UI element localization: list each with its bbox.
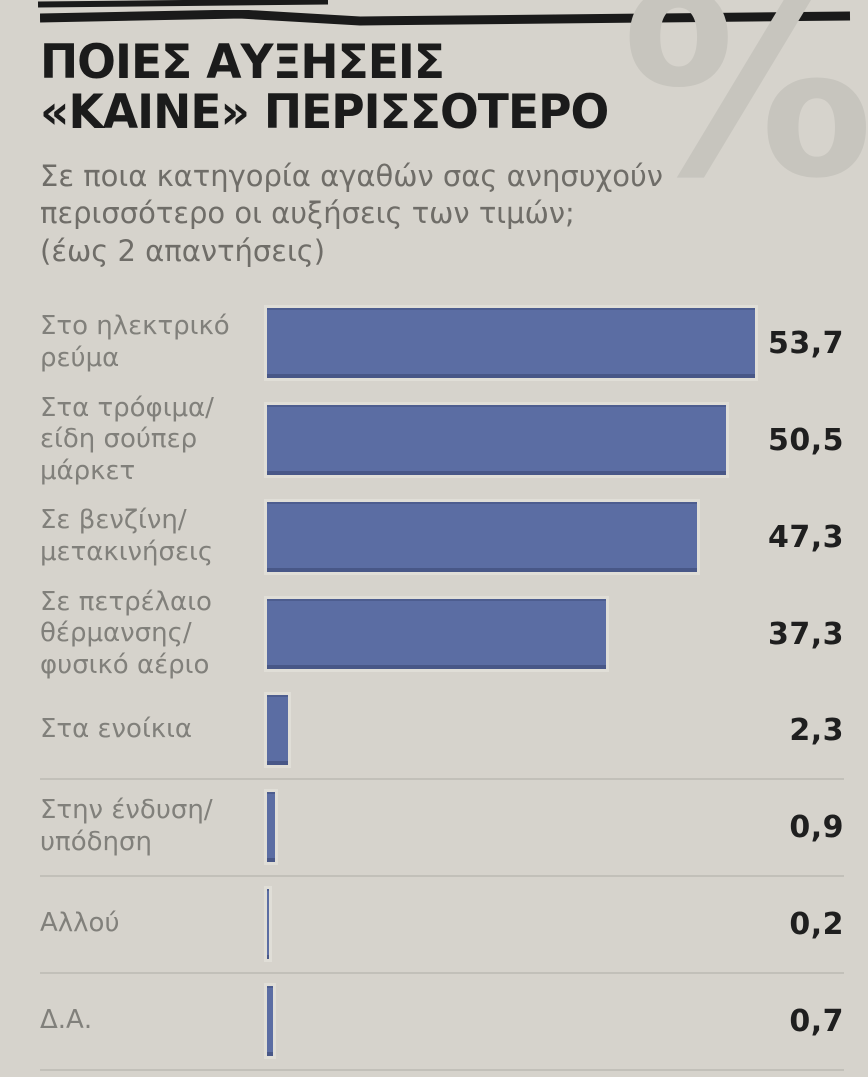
row-label: Αλλού: [40, 908, 120, 939]
row-label: Στα ενοίκια: [40, 714, 193, 745]
bar-zone: [263, 789, 767, 866]
bar-zone: [263, 983, 767, 1060]
value-label: 53,7: [767, 325, 844, 361]
row-label: Σε βενζίνη/ μετακινήσεις: [40, 505, 214, 568]
bar-zone: [263, 596, 767, 673]
chart-row: Στο ηλεκτρικό ρεύμα 53,7: [40, 295, 844, 392]
bar: [264, 692, 291, 769]
row-label: Δ.Α.: [40, 1005, 93, 1036]
page-title-line1: ΠΟΙΕΣ ΑΥΞΗΣΕΙΣ: [40, 35, 445, 90]
chart-row: Σε πετρέλαιο θέρμανσης/ φυσικό αέριο 37,…: [40, 586, 844, 683]
value-label: 47,3: [767, 519, 844, 555]
bar-zone: [263, 402, 767, 479]
bar: [263, 596, 610, 673]
page-title: ΠΟΙΕΣ ΑΥΞΗΣΕΙΣ «ΚΑΙΝΕ» ΠΕΡΙΣΣΟΤΕΡΟ: [40, 38, 820, 138]
value-label: 50,5: [767, 422, 844, 458]
chart-row: Αλλού 0,2: [40, 877, 844, 974]
value-label: 0,9: [789, 809, 844, 845]
value-label: 0,2: [789, 906, 844, 942]
value-label: 0,7: [789, 1003, 844, 1039]
chart-row: Στην ένδυση/ υπόδηση 0,9: [40, 780, 844, 877]
bar-chart: Στο ηλεκτρικό ρεύμα 53,7 Στα τρόφιμα/ εί…: [40, 295, 844, 1071]
row-label: Σε πετρέλαιο θέρμανσης/ φυσικό αέριο: [40, 586, 212, 681]
bar: [263, 983, 277, 1060]
bar-zone: [263, 305, 767, 382]
bar-zone: [264, 886, 767, 963]
bar: [263, 305, 759, 382]
value-label: 2,3: [789, 712, 844, 748]
top-edge-rule: [37, 0, 329, 8]
chart-row: Στα τρόφιμα/ είδη σούπερ μάρκετ 50,5: [40, 392, 844, 489]
value-label: 37,3: [767, 616, 844, 652]
bar: [263, 402, 730, 479]
row-label: Στα τρόφιμα/ είδη σούπερ μάρκετ: [40, 392, 214, 487]
chart-row: Στα ενοίκια 2,3: [40, 683, 844, 780]
row-label: Στην ένδυση/ υπόδηση: [40, 795, 213, 858]
page-title-line2: «ΚΑΙΝΕ» ΠΕΡΙΣΣΟΤΕΡΟ: [40, 84, 609, 140]
percent-watermark-icon: %: [621, 0, 868, 234]
chart-subtitle-note: (έως 2 απαντήσεις): [40, 234, 326, 268]
bar-zone: [264, 692, 767, 769]
bar: [264, 886, 272, 963]
bar-zone: [264, 499, 767, 576]
row-label: Στο ηλεκτρικό ρεύμα: [40, 311, 230, 374]
chart-subtitle: Σε ποια κατηγορία αγαθών σας ανησυχούν π…: [40, 158, 663, 231]
chart-row: Σε βενζίνη/ μετακινήσεις 47,3: [40, 489, 844, 586]
bar: [263, 789, 279, 866]
bar: [264, 499, 700, 576]
chart-row: Δ.Α. 0,7: [40, 974, 844, 1071]
headline-rule: [40, 10, 851, 26]
